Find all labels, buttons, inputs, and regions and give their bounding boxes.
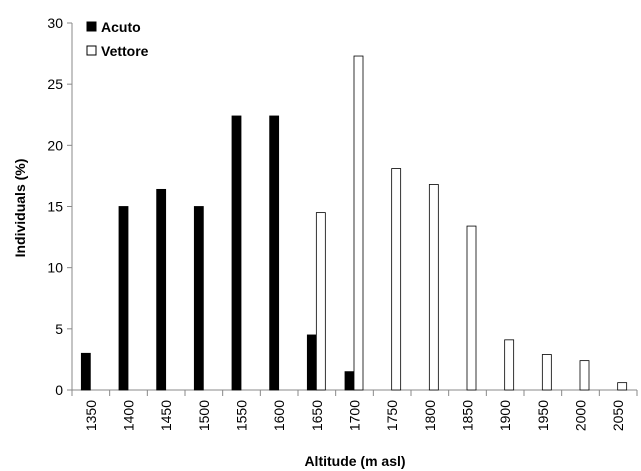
x-tick-label: 1600 — [271, 400, 287, 431]
x-tick-label: 1900 — [497, 400, 513, 431]
x-tick-label: 1500 — [196, 400, 212, 431]
x-tick-label: 1450 — [158, 400, 174, 431]
legend-swatch-vettore — [86, 45, 97, 56]
y-tick-label: 25 — [47, 76, 63, 92]
bar-vettore-1800 — [428, 184, 439, 391]
y-tick-label: 0 — [55, 382, 63, 398]
y-axis-title: Individuals (%) — [12, 159, 28, 258]
x-tick-label: 1400 — [121, 400, 137, 431]
bar-acuto-1450 — [156, 188, 167, 391]
x-tick-label: 1850 — [460, 400, 476, 431]
bar-vettore-1850 — [466, 225, 477, 391]
y-tick-label: 20 — [47, 137, 63, 153]
legend-label-vettore: Vettore — [101, 43, 149, 59]
x-tick-label: 1750 — [384, 400, 400, 431]
bar-vettore-1700 — [353, 55, 364, 391]
x-tick-label: 1700 — [347, 400, 363, 431]
y-axis: 0 5 10 15 20 25 30 — [47, 15, 73, 398]
bar-vettore-1900 — [504, 339, 515, 391]
x-axis-title: Altitude (m asl) — [304, 453, 405, 469]
bar-vettore-2050 — [617, 382, 628, 391]
x-tick-label: 1650 — [309, 400, 325, 431]
legend-label-acuto: Acuto — [101, 19, 141, 35]
bar-vettore-1750 — [391, 168, 402, 391]
bars — [80, 55, 628, 391]
y-tick-label: 15 — [47, 199, 63, 215]
legend: Acuto Vettore — [86, 19, 149, 59]
bar-acuto-1650 — [306, 334, 317, 391]
x-tick-label: 2000 — [573, 400, 589, 431]
x-tick-label: 1350 — [83, 400, 99, 431]
bar-acuto-1550 — [231, 115, 242, 391]
bar-acuto-1400 — [118, 206, 129, 391]
bar-acuto-1700 — [344, 371, 355, 391]
y-tick-label: 10 — [47, 260, 63, 276]
bar-acuto-1500 — [193, 206, 204, 391]
bar-acuto-1600 — [269, 115, 280, 391]
bar-vettore-1950 — [541, 354, 552, 391]
x-axis: 1350 1400 1450 1500 1550 1600 1650 1700 1750 1800… — [71, 389, 638, 431]
x-tick-label: 2050 — [610, 400, 626, 431]
bar-vettore-1650 — [315, 212, 326, 391]
legend-swatch-acuto — [86, 21, 97, 32]
y-tick-label: 5 — [55, 321, 63, 337]
bar-acuto-1350 — [80, 352, 91, 391]
y-tick-label: 30 — [47, 15, 63, 31]
x-tick-label: 1950 — [535, 400, 551, 431]
x-tick-label: 1800 — [422, 400, 438, 431]
bar-vettore-2000 — [579, 360, 590, 391]
x-tick-label: 1550 — [234, 400, 250, 431]
